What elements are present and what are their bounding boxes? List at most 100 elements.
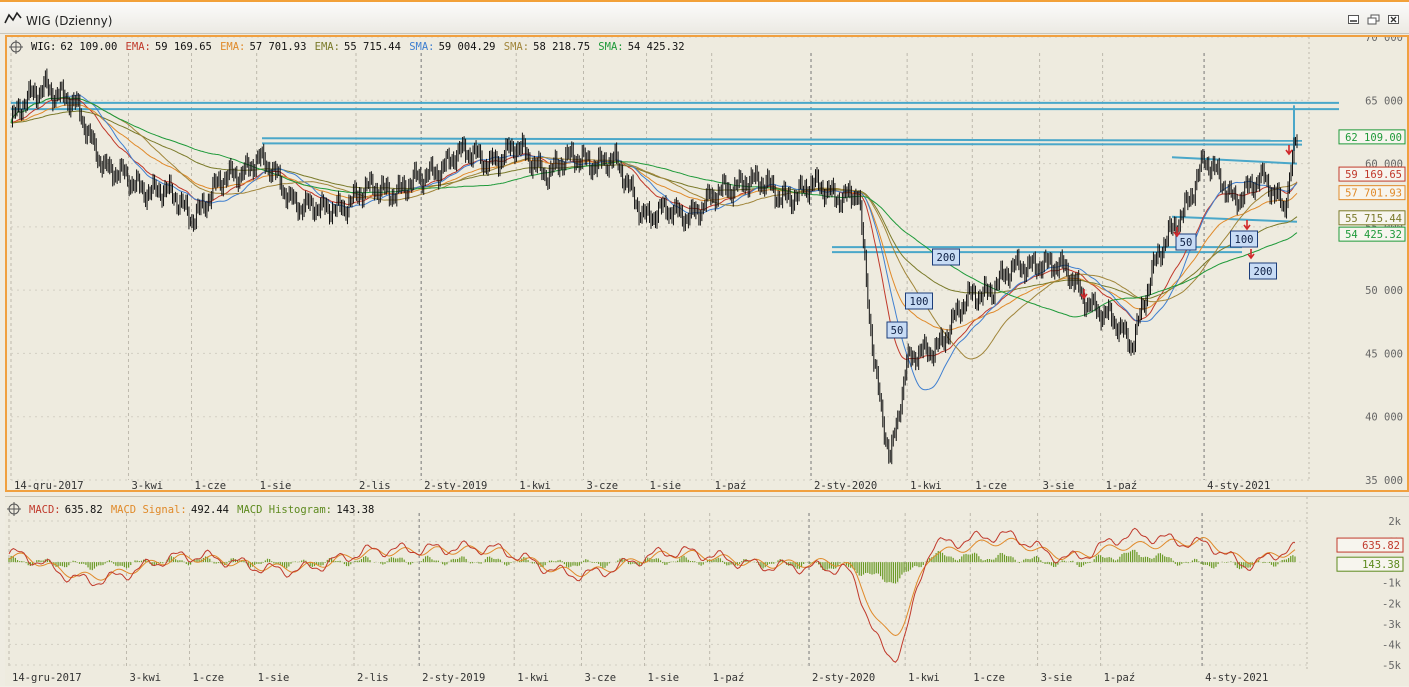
macd-axis-tick: 2k bbox=[1388, 516, 1401, 528]
ma-cross-markers: 50 100 200 50 100 200 bbox=[886, 145, 1293, 339]
macd-date-tick: 2-lis bbox=[357, 672, 389, 684]
macd-date-tick: 14-gru-2017 bbox=[12, 672, 82, 684]
macd-date-tick: 2-sty-2020 bbox=[812, 672, 875, 684]
ma-cross-marker bbox=[905, 292, 933, 310]
price-axis-tick: 50 000 bbox=[1365, 285, 1403, 297]
price-gridlines bbox=[10, 37, 1309, 481]
macd-signal-line bbox=[8, 536, 1296, 637]
price-value-tag-text: 55 715.44 bbox=[1345, 213, 1402, 225]
macd-legend-value: 143.38 bbox=[336, 504, 374, 516]
ma-cross-marker bbox=[886, 321, 908, 339]
macd-legend-label: MACD: bbox=[29, 504, 61, 516]
macd-date-tick: 3-cze bbox=[585, 672, 617, 684]
macd-axis: 2k1k0k-1k-2k-3k-4k-5k bbox=[1306, 497, 1402, 672]
macd-date-tick: 3-sie bbox=[1041, 672, 1073, 684]
legend-value: 58 218.75 bbox=[533, 41, 590, 53]
horizontal-level-line bbox=[261, 137, 1303, 142]
macd-legend-label: MACD Histogram: bbox=[237, 504, 332, 516]
ma-cross-label: 100 bbox=[1235, 234, 1254, 246]
price-date-tick: 1-sie bbox=[260, 480, 292, 490]
sell-arrow-icon bbox=[1243, 220, 1251, 231]
macd-axis-tick: -5k bbox=[1382, 660, 1402, 672]
macd-date-tick: 4-sty-2021 bbox=[1205, 672, 1268, 684]
ma-cross-label: 50 bbox=[1180, 237, 1193, 249]
price-value-tags: 62 109.00 59 169.65 57 701.93 55 715.44 54 4… bbox=[1338, 129, 1406, 242]
price-date-tick: 3-sie bbox=[1043, 480, 1075, 490]
ma-cross-marker bbox=[1230, 230, 1258, 248]
price-date-tick: 1-sie bbox=[650, 480, 682, 490]
minimize-icon[interactable] bbox=[1347, 14, 1360, 25]
price-value-tag bbox=[1338, 166, 1406, 182]
legend-value: 59 169.65 bbox=[155, 41, 212, 53]
legend-value: 62 109.00 bbox=[60, 41, 117, 53]
restore-icon[interactable] bbox=[1367, 14, 1380, 25]
horizontal-levels[interactable] bbox=[11, 101, 1339, 254]
price-date-tick: 1-cze bbox=[195, 480, 227, 490]
price-date-tick: 1-paź bbox=[715, 480, 747, 490]
move-pane-icon[interactable] bbox=[9, 40, 23, 54]
horizontal-level-line bbox=[1171, 215, 1298, 223]
moving-average-line bbox=[10, 97, 1298, 360]
legend-value: 59 004.29 bbox=[439, 41, 496, 53]
legend-value: 57 701.93 bbox=[250, 41, 307, 53]
macd-gridlines bbox=[8, 513, 1307, 669]
macd-date-tick: 3-kwi bbox=[129, 672, 161, 684]
sell-arrow-icon bbox=[1173, 227, 1181, 238]
price-axis-tick: 45 000 bbox=[1365, 348, 1403, 360]
price-value-tag-text: 59 169.65 bbox=[1345, 169, 1402, 181]
legend-label: SMA: bbox=[409, 41, 434, 53]
price-date-tick: 4-sty-2021 bbox=[1207, 480, 1270, 490]
price-axis-tick: 35 000 bbox=[1365, 475, 1403, 487]
macd-date-tick: 1-sie bbox=[648, 672, 680, 684]
price-axis-tick: 40 000 bbox=[1365, 412, 1403, 424]
macd-value-tag bbox=[1336, 537, 1404, 553]
price-date-tick: 2-lis bbox=[359, 480, 391, 490]
price-value-tag-text: 54 425.32 bbox=[1345, 229, 1402, 241]
macd-axis-tick: -2k bbox=[1382, 598, 1402, 610]
window-title: WIG (Dzienny) bbox=[26, 14, 113, 28]
move-pane-icon[interactable] bbox=[7, 502, 21, 516]
macd-legend-value: 492.44 bbox=[191, 504, 229, 516]
ma-cross-label: 100 bbox=[910, 296, 929, 308]
ma-cross-label: 200 bbox=[1254, 266, 1273, 278]
moving-average-line bbox=[10, 110, 1298, 299]
legend-label: EMA: bbox=[315, 41, 340, 53]
macd-date-tick: 1-paź bbox=[1104, 672, 1136, 684]
macd-legend: MACD: 635.82 MACD Signal: 492.44 MACD Histog… bbox=[29, 504, 374, 516]
macd-axis-tick: -3k bbox=[1382, 619, 1402, 631]
macd-legend-value: 635.82 bbox=[65, 504, 103, 516]
sell-arrow-icon bbox=[1247, 249, 1255, 260]
legend-label: EMA: bbox=[220, 41, 245, 53]
moving-averages bbox=[10, 94, 1298, 391]
horizontal-level-line bbox=[261, 142, 1303, 146]
legend-label: SMA: bbox=[504, 41, 529, 53]
ma-cross-marker bbox=[1249, 262, 1277, 280]
price-axis-tick: 70 000 bbox=[1365, 37, 1403, 44]
close-icon[interactable] bbox=[1387, 14, 1400, 25]
moving-average-line bbox=[10, 94, 1298, 391]
macd-value-tag-text: 143.38 bbox=[1362, 559, 1400, 571]
macd-chart[interactable]: 2k1k0k-1k-2k-3k-4k-5k 14-gru-20173-kwi1-… bbox=[5, 497, 1405, 687]
ma-cross-marker bbox=[932, 248, 960, 266]
horizontal-level-line bbox=[1171, 156, 1298, 165]
price-date-tick: 2-sty-2020 bbox=[814, 480, 877, 490]
macd-pane[interactable]: 2k1k0k-1k-2k-3k-4k-5k 14-gru-20173-kwi1-… bbox=[5, 496, 1409, 686]
moving-average-line bbox=[10, 104, 1298, 331]
legend-label: EMA: bbox=[126, 41, 151, 53]
macd-histogram-bars bbox=[8, 549, 1296, 584]
macd-axis-tick: -4k bbox=[1382, 639, 1402, 651]
chart-app-icon bbox=[4, 11, 22, 24]
ma-cross-marker bbox=[1175, 233, 1197, 251]
macd-value-tags: 635.82 143.38 bbox=[1336, 537, 1404, 572]
legend-value: 55 715.44 bbox=[344, 41, 401, 53]
macd-date-tick: 1-paź bbox=[713, 672, 745, 684]
legend-label: WIG: bbox=[31, 41, 56, 53]
macd-date-tick: 2-sty-2019 bbox=[422, 672, 485, 684]
macd-lines bbox=[8, 527, 1296, 663]
price-date-tick: 3-kwi bbox=[131, 480, 163, 490]
price-axis-tick: 65 000 bbox=[1365, 95, 1403, 107]
